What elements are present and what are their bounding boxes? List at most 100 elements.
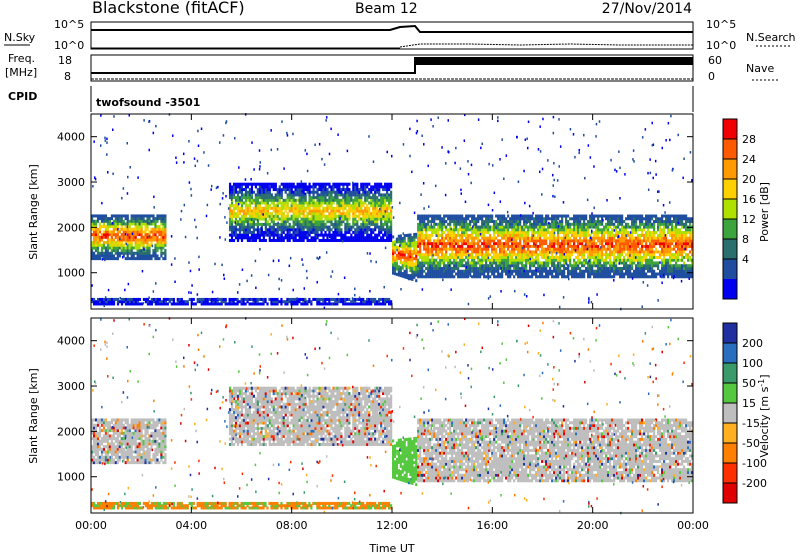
power-cell bbox=[250, 233, 254, 237]
power-cell bbox=[316, 182, 319, 186]
power-cell bbox=[364, 185, 367, 189]
power-cell bbox=[386, 297, 389, 301]
power-cell bbox=[439, 272, 442, 276]
power-cell bbox=[549, 242, 552, 246]
power-cell bbox=[156, 238, 159, 242]
power-cell bbox=[112, 254, 115, 258]
power-cell bbox=[334, 220, 337, 224]
power-cell bbox=[372, 217, 375, 221]
power-cell bbox=[451, 217, 454, 221]
power-cell bbox=[631, 239, 634, 243]
power-cell bbox=[573, 275, 576, 279]
power-cell bbox=[613, 222, 616, 226]
power-cell bbox=[415, 268, 418, 272]
power-cell bbox=[378, 238, 381, 242]
power-cell bbox=[629, 255, 632, 259]
power-cell bbox=[258, 182, 261, 186]
power-cell bbox=[433, 244, 436, 248]
power-cell bbox=[356, 214, 359, 218]
power-cell bbox=[399, 266, 402, 270]
power-cell bbox=[619, 261, 622, 265]
power-cell bbox=[270, 230, 273, 234]
power-cell bbox=[621, 253, 624, 257]
power-cell bbox=[437, 264, 440, 268]
power-cell bbox=[457, 239, 460, 243]
power-cell bbox=[330, 217, 333, 221]
power-cell bbox=[368, 297, 371, 301]
power-cell bbox=[611, 269, 614, 273]
power-cell bbox=[130, 243, 133, 247]
power-cell bbox=[272, 297, 275, 301]
power-cell bbox=[356, 188, 359, 192]
power-cell bbox=[362, 188, 365, 192]
power-cell bbox=[487, 242, 490, 246]
power-cell bbox=[395, 267, 399, 271]
power-cell bbox=[368, 196, 371, 200]
power-cell bbox=[417, 228, 420, 232]
power-cell bbox=[376, 217, 379, 221]
power-cell bbox=[124, 241, 127, 245]
power-cell bbox=[94, 257, 98, 261]
power-cell bbox=[599, 214, 602, 218]
power-cell bbox=[539, 217, 542, 221]
power-cell bbox=[128, 225, 131, 229]
power-cell bbox=[453, 275, 456, 279]
power-cell bbox=[575, 272, 578, 276]
power-cell bbox=[134, 235, 137, 239]
power-cell bbox=[300, 297, 303, 301]
power-cell bbox=[413, 275, 416, 279]
power-cell bbox=[102, 217, 106, 221]
power-cell bbox=[417, 231, 420, 235]
power-cell bbox=[224, 300, 227, 304]
power-cell bbox=[543, 275, 546, 279]
power-cell bbox=[641, 244, 644, 248]
power-cell bbox=[433, 269, 436, 273]
power-cell bbox=[627, 225, 630, 229]
power-cell bbox=[499, 228, 502, 232]
power-cell bbox=[473, 231, 476, 235]
power-cell bbox=[120, 300, 124, 304]
power-cell bbox=[254, 236, 258, 240]
power-cell bbox=[611, 220, 614, 224]
power-cell bbox=[547, 228, 550, 232]
power-cell bbox=[601, 253, 604, 257]
power-cell bbox=[517, 272, 520, 276]
power-cell bbox=[589, 220, 592, 224]
power-cell bbox=[445, 225, 448, 229]
power-cell bbox=[358, 236, 361, 240]
power-cell bbox=[473, 236, 476, 240]
power-cell bbox=[150, 302, 154, 306]
power-cell bbox=[272, 198, 275, 202]
power-cell bbox=[509, 244, 512, 248]
power-cell bbox=[228, 300, 231, 304]
power-cell bbox=[342, 196, 345, 200]
power-cell bbox=[463, 225, 466, 229]
power-cell bbox=[499, 272, 502, 276]
power-cell bbox=[467, 233, 470, 237]
power-cell bbox=[633, 247, 636, 251]
power-cell bbox=[471, 253, 474, 257]
power-cell bbox=[272, 222, 275, 226]
power-cell bbox=[332, 217, 335, 221]
power-cell bbox=[611, 242, 614, 246]
power-cell bbox=[545, 250, 548, 254]
power-cell bbox=[639, 264, 642, 268]
power-cell bbox=[483, 272, 486, 276]
power-cell bbox=[252, 182, 256, 186]
power-cell bbox=[362, 222, 365, 226]
power-cell bbox=[505, 266, 508, 270]
power-cell bbox=[481, 253, 484, 257]
power-cell bbox=[134, 257, 137, 261]
power-cell bbox=[314, 204, 317, 208]
power-cell bbox=[483, 247, 486, 251]
power-cell bbox=[374, 201, 377, 205]
power-cell bbox=[649, 233, 652, 237]
power-cell bbox=[372, 212, 375, 216]
power-cell bbox=[585, 250, 588, 254]
power-cell bbox=[268, 297, 271, 301]
power-cell bbox=[447, 269, 450, 273]
power-cell bbox=[300, 230, 303, 234]
power-cell bbox=[421, 275, 424, 279]
power-cell bbox=[310, 230, 313, 234]
power-cell bbox=[332, 225, 335, 229]
